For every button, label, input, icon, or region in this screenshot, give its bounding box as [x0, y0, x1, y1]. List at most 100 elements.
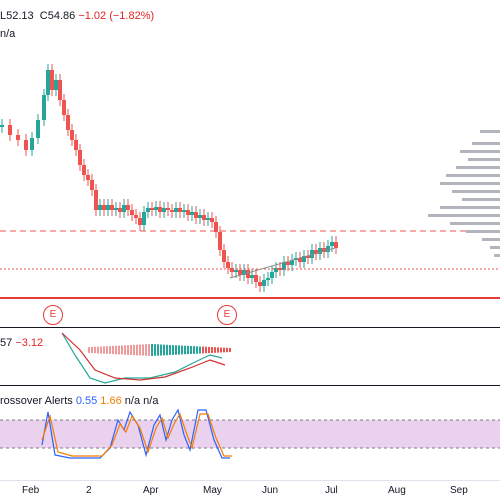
- candle-body: [194, 212, 198, 218]
- macd-histogram-bar: [157, 344, 159, 356]
- macd-histogram-bar: [208, 346, 210, 354]
- volume-profile-bar: [456, 166, 500, 169]
- candle-body: [306, 256, 310, 258]
- macd-histogram-bar: [211, 347, 213, 353]
- candle-body: [290, 260, 294, 265]
- candle-body: [146, 208, 150, 212]
- candle-body: [254, 275, 258, 282]
- candle-body: [54, 80, 58, 90]
- candle-body: [242, 270, 246, 275]
- candle-body: [142, 212, 146, 225]
- macd-histogram-bar: [124, 345, 126, 355]
- candle-body: [86, 175, 90, 180]
- candle-body: [266, 278, 270, 280]
- candle-body: [182, 210, 186, 212]
- candle-body: [16, 135, 20, 140]
- candle-body: [298, 258, 302, 262]
- candle-body: [178, 208, 182, 212]
- xaxis-label: Apr: [143, 485, 159, 496]
- pane-separator[interactable]: [0, 385, 500, 386]
- macd-value: 57: [0, 337, 13, 349]
- indicator-line: n/a: [0, 28, 16, 40]
- macd-histogram-bar: [169, 344, 171, 356]
- volume-profile-bar: [480, 130, 500, 133]
- candle-body: [206, 218, 210, 220]
- candle-body: [302, 256, 306, 262]
- macd-legend: 57 −3.12: [0, 337, 43, 349]
- volume-profile-bar: [490, 246, 500, 249]
- macd-histogram-bar: [181, 345, 183, 355]
- candle-body: [238, 270, 242, 275]
- earnings-badge[interactable]: E: [217, 305, 237, 325]
- macd-histogram-bar: [187, 345, 189, 355]
- macd-histogram-bar: [175, 345, 177, 355]
- volume-profile-bar: [460, 150, 500, 153]
- candle-body: [202, 215, 206, 220]
- macd-histogram-bar: [88, 347, 90, 353]
- rsi-lines: [41, 408, 232, 459]
- candle-body: [78, 150, 82, 165]
- candle-body: [114, 208, 118, 210]
- rsi-title: rossover Alerts: [0, 395, 73, 407]
- volume-profile-bar: [428, 214, 500, 217]
- time-axis[interactable]: [0, 480, 500, 501]
- candle-body: [318, 248, 322, 254]
- candle-body: [50, 70, 54, 90]
- macd-histogram-bar: [106, 346, 108, 354]
- macd-histogram-bar: [217, 347, 219, 353]
- candle-body: [46, 70, 50, 95]
- volume-profile-bar: [472, 142, 500, 145]
- macd-histogram-bar: [112, 345, 114, 355]
- macd-histogram-bar: [142, 344, 144, 356]
- candle-body: [62, 100, 66, 115]
- macd-histogram-bar: [115, 345, 117, 355]
- candle-body: [282, 262, 286, 270]
- ohlc-header: L52.13 C54.86 −1.02 (−1.82%): [0, 10, 154, 22]
- pane-separator[interactable]: [0, 327, 500, 328]
- candle-body: [174, 208, 178, 212]
- candle-body: [230, 268, 234, 272]
- candle-body: [106, 205, 110, 210]
- macd-histogram-bar: [190, 346, 192, 354]
- macd-signal: −3.12: [15, 337, 44, 349]
- xaxis-label: Jul: [325, 485, 338, 496]
- candle-body: [158, 207, 162, 212]
- candle-body: [150, 208, 154, 210]
- candle-body: [134, 215, 138, 218]
- volume-profile-bar: [494, 254, 500, 257]
- macd-histogram-bar: [94, 346, 96, 354]
- earnings-badge[interactable]: E: [43, 305, 63, 325]
- macd-histogram-bar: [145, 344, 147, 356]
- rsi-blue: 0.55: [75, 395, 98, 407]
- candle-body: [118, 208, 122, 212]
- rsi-legend: rossover Alerts 0.55 1.66 n/a n/a: [0, 395, 158, 407]
- candle-body: [310, 250, 314, 258]
- candle-body: [138, 218, 142, 225]
- xaxis-label: 2: [86, 485, 92, 496]
- macd-histogram-bar: [139, 344, 141, 356]
- candle-body: [94, 190, 98, 210]
- candle-body: [246, 270, 250, 278]
- volume-profile-bar: [446, 174, 500, 177]
- macd-histogram-bar: [193, 346, 195, 354]
- xaxis-label: Feb: [22, 485, 40, 496]
- close-value: 54.86: [47, 10, 76, 22]
- macd-histogram-bar: [205, 346, 207, 354]
- macd-histogram-bar: [151, 344, 153, 356]
- candle-body: [222, 250, 226, 262]
- macd-histogram-bar: [214, 347, 216, 353]
- candle-body: [102, 205, 106, 210]
- candle-body: [98, 205, 102, 210]
- macd-histogram-bar: [136, 344, 138, 356]
- candle-body: [274, 268, 278, 272]
- candle-body: [250, 275, 254, 278]
- volume-profile: [428, 130, 500, 257]
- candle-body: [286, 262, 290, 265]
- candle-body: [70, 130, 74, 140]
- volume-profile-bar: [468, 158, 500, 161]
- candle-body: [314, 250, 318, 254]
- candle-body: [270, 272, 274, 278]
- candle-body: [334, 242, 338, 248]
- candle-body: [218, 232, 222, 250]
